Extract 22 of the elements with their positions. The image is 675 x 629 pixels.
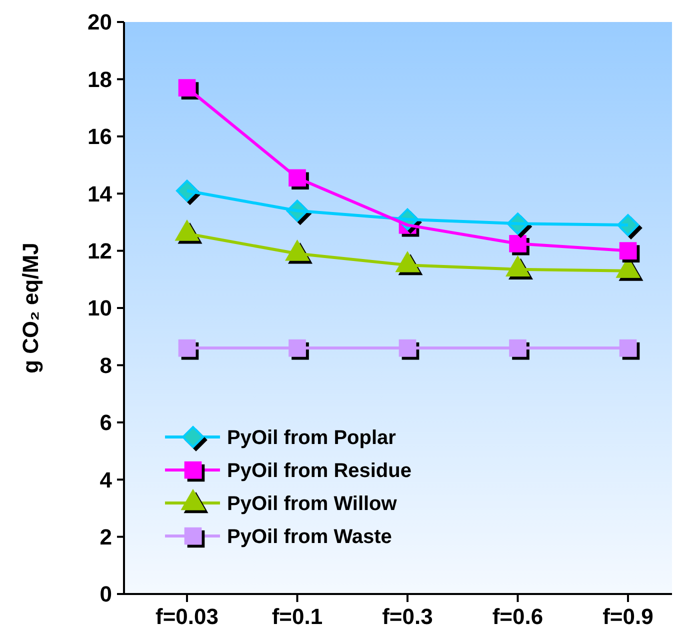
x-tick-label: f=0.03	[156, 604, 218, 629]
y-tick-label: 4	[100, 467, 113, 492]
x-tick-label: f=0.6	[492, 604, 544, 629]
legend-label: PyOil from Poplar	[227, 427, 396, 449]
y-tick-label: 2	[100, 524, 112, 550]
legend-label: PyOil from Residue	[227, 460, 412, 482]
y-tick-label: 20	[88, 10, 112, 35]
y-tick-label: 16	[88, 124, 112, 150]
y-tick-label: 8	[100, 352, 112, 378]
y-axis-title: g CO₂ eq/MJ	[18, 242, 43, 374]
y-tick-label: 14	[88, 181, 113, 206]
point	[619, 242, 637, 260]
legend-label: PyOil from Willow	[227, 493, 398, 515]
y-tick-label: 12	[88, 238, 112, 264]
x-tick-label: f=0.3	[382, 604, 433, 629]
y-tick-label: 0	[100, 582, 112, 607]
x-tick-label: f=0.9	[602, 604, 654, 629]
legend-label: PyOil from Waste	[227, 526, 392, 548]
y-tick-label: 10	[88, 296, 112, 321]
y-tick-label: 6	[100, 410, 112, 436]
x-tick-label: f=0.1	[272, 604, 323, 629]
y-tick-label: 18	[88, 66, 112, 92]
